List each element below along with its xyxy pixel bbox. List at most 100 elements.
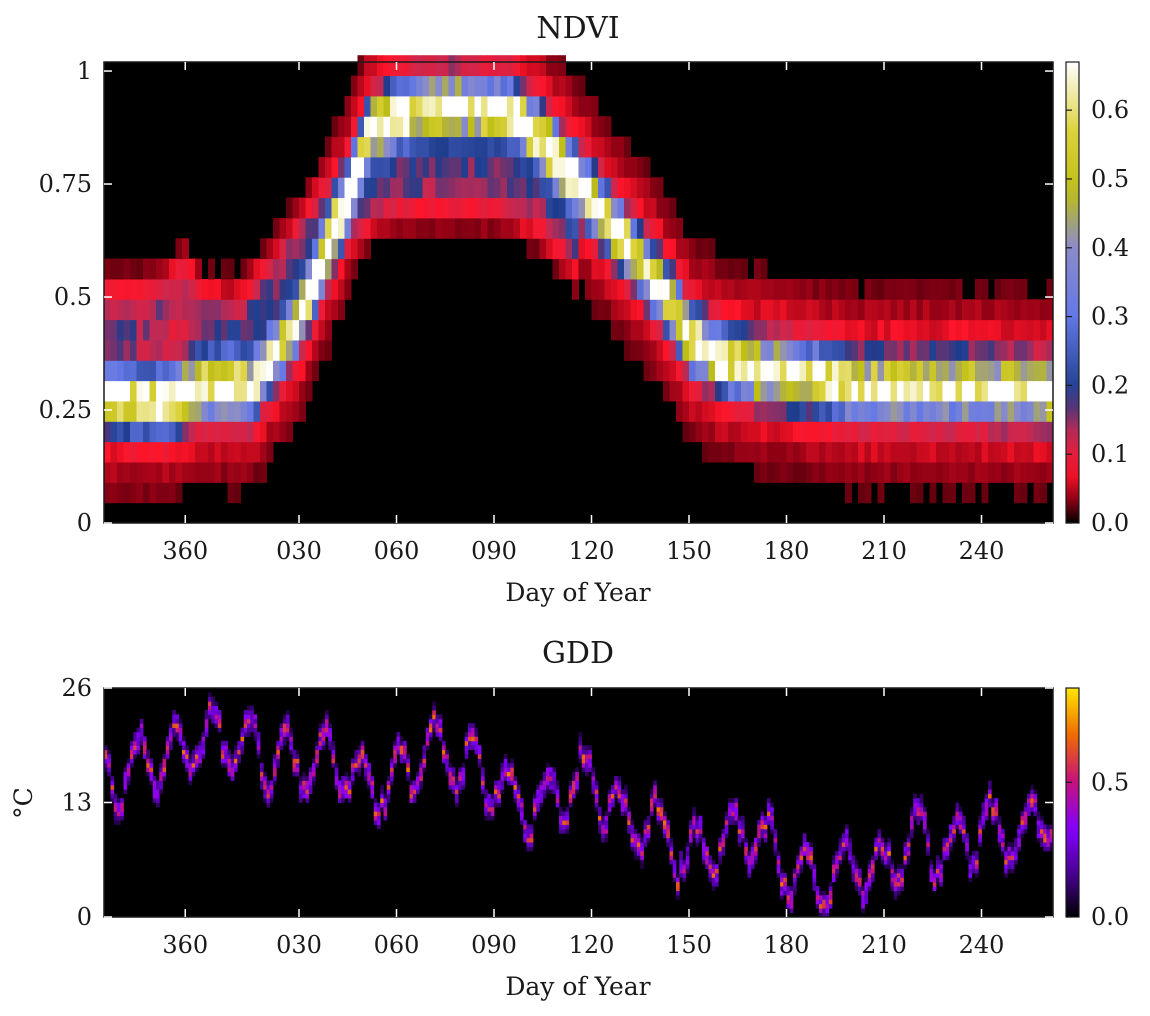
- ndvi-heatmap-cell: [754, 400, 761, 422]
- gdd-heatmap-cell: [689, 824, 693, 830]
- gdd-heatmap-cell: [929, 877, 934, 883]
- ndvi-heatmap-cell: [565, 156, 573, 178]
- ndvi-heatmap-cell: [481, 116, 488, 138]
- gdd-heatmap-cell: [344, 789, 349, 795]
- ndvi-heatmap-cell: [234, 319, 241, 341]
- gdd-heatmap-cell: [468, 740, 472, 746]
- gdd-heatmap-cell: [380, 784, 384, 790]
- gdd-heatmap-cell: [516, 798, 521, 803]
- gdd-heatmap-cell: [874, 850, 878, 856]
- gdd-heatmap-cell: [1046, 842, 1051, 847]
- gdd-heatmap-cell: [786, 890, 791, 896]
- ndvi-heatmap-cell: [949, 278, 956, 300]
- ndvi-heatmap-cell: [767, 299, 774, 321]
- gdd-heatmap-cell: [802, 833, 807, 839]
- ndvi-heatmap-cell: [240, 319, 248, 341]
- ndvi-heatmap-cell: [689, 380, 696, 402]
- gdd-heatmap-cell: [910, 824, 914, 830]
- gdd-heatmap-cell: [653, 798, 657, 803]
- gdd-heatmap-cell: [588, 754, 592, 759]
- gdd-heatmap-cell: [487, 815, 492, 821]
- gdd-heatmap-cell: [156, 784, 160, 790]
- gdd-heatmap-cell: [887, 846, 891, 852]
- gdd-heatmap-cell: [578, 732, 583, 737]
- gdd-heatmap-cell: [614, 784, 618, 790]
- ndvi-heatmap-cell: [942, 461, 950, 483]
- gdd-heatmap-cell: [1040, 828, 1044, 834]
- ndvi-heatmap-cell: [695, 319, 703, 341]
- gdd-heatmap-cell: [607, 811, 612, 817]
- gdd-heatmap-cell: [747, 864, 752, 869]
- ndvi-heatmap-cell: [715, 400, 722, 422]
- ndvi-heatmap-cell: [279, 258, 287, 280]
- gdd-heatmap-cell: [858, 877, 862, 883]
- gdd-heatmap-cell: [1036, 815, 1041, 821]
- ndvi-heatmap-cell: [299, 319, 306, 341]
- gdd-heatmap-cell: [191, 767, 196, 773]
- gdd-heatmap-cell: [949, 846, 953, 852]
- ndvi-heatmap-cell: [630, 299, 638, 321]
- ndvi-heatmap-cell: [955, 421, 963, 443]
- ndvi-heatmap-cell: [877, 441, 885, 463]
- gdd-heatmap-cell: [880, 855, 885, 861]
- ndvi-heatmap-cell: [643, 258, 651, 280]
- gdd-heatmap-cell: [399, 736, 404, 742]
- ndvi-heatmap-cell: [994, 461, 1002, 483]
- ndvi-heatmap-cell: [247, 360, 254, 382]
- gdd-heatmap-cell: [162, 754, 167, 759]
- gdd-heatmap-cell: [416, 784, 420, 790]
- ndvi-x-axis: 360 030 060 090 120 150 180 210 240: [162, 62, 1004, 565]
- ndvi-heatmap-cell: [1014, 461, 1021, 483]
- gdd-heatmap-cell: [724, 815, 729, 821]
- ndvi-heatmap-cell: [845, 421, 852, 443]
- ndvi-heatmap-cell: [591, 136, 599, 158]
- gdd-heatmap-cell: [1004, 850, 1008, 856]
- ndvi-heatmap-cell: [942, 278, 950, 300]
- ndvi-heatmap-cell: [565, 258, 573, 280]
- gdd-heatmap-cell: [929, 872, 934, 878]
- ndvi-heatmap-cell: [117, 360, 124, 382]
- gdd-heatmap-cell: [451, 776, 456, 781]
- ndvi-heatmap-cell: [689, 258, 696, 280]
- ndvi-heatmap-cell: [572, 177, 579, 199]
- gdd-heatmap-cell: [536, 806, 540, 812]
- ndvi-heatmap-cell: [286, 421, 293, 443]
- ndvi-heatmap-cell: [188, 421, 196, 443]
- gdd-heatmap-cell: [185, 754, 189, 759]
- gdd-heatmap-cell: [633, 837, 638, 843]
- ndvi-heatmap-cell: [851, 319, 859, 341]
- gdd-heatmap-cell: [133, 736, 137, 742]
- ndvi-heatmap-cell: [494, 177, 501, 199]
- gdd-heatmap-cell: [295, 767, 300, 773]
- gdd-heatmap-cell: [422, 758, 427, 764]
- gdd-heatmap-cell: [887, 842, 891, 847]
- gdd-heatmap-cell: [383, 793, 388, 799]
- gdd-heatmap-cell: [214, 710, 219, 715]
- gdd-heatmap-cell: [175, 732, 180, 737]
- gdd-heatmap-cell: [767, 802, 771, 808]
- ndvi-heatmap-cell: [689, 319, 696, 341]
- gdd-heatmap-cell: [276, 740, 280, 746]
- ndvi-heatmap-cell: [708, 299, 716, 321]
- gdd-heatmap-cell: [442, 749, 446, 755]
- ndvi-heatmap-cell: [1040, 482, 1047, 504]
- gdd-heatmap-cell: [698, 833, 703, 839]
- ndvi-heatmap-cell: [351, 238, 358, 260]
- ndvi-heatmap-cell: [396, 156, 404, 178]
- gdd-heatmap-cell: [822, 890, 826, 896]
- gdd-heatmap-cell: [663, 833, 667, 839]
- gdd-heatmap-cell: [861, 899, 865, 905]
- ndvi-heatmap-cell: [682, 299, 690, 321]
- ndvi-heatmap-cell: [370, 217, 378, 239]
- ndvi-heatmap-cell: [637, 238, 644, 260]
- ndvi-heatmap-cell: [851, 380, 859, 402]
- gdd-heatmap-cell: [367, 762, 371, 768]
- ndvi-heatmap-cell: [461, 197, 469, 219]
- gdd-heatmap-cell: [549, 780, 553, 786]
- gdd-heatmap-cell: [198, 740, 202, 746]
- gdd-heatmap-cell: [451, 789, 456, 795]
- ndvi-heatmap-cell: [338, 278, 345, 300]
- ndvi-heatmap-cell: [195, 441, 202, 463]
- gdd-heatmap-cell: [760, 824, 765, 830]
- gdd-heatmap-cell: [308, 780, 313, 786]
